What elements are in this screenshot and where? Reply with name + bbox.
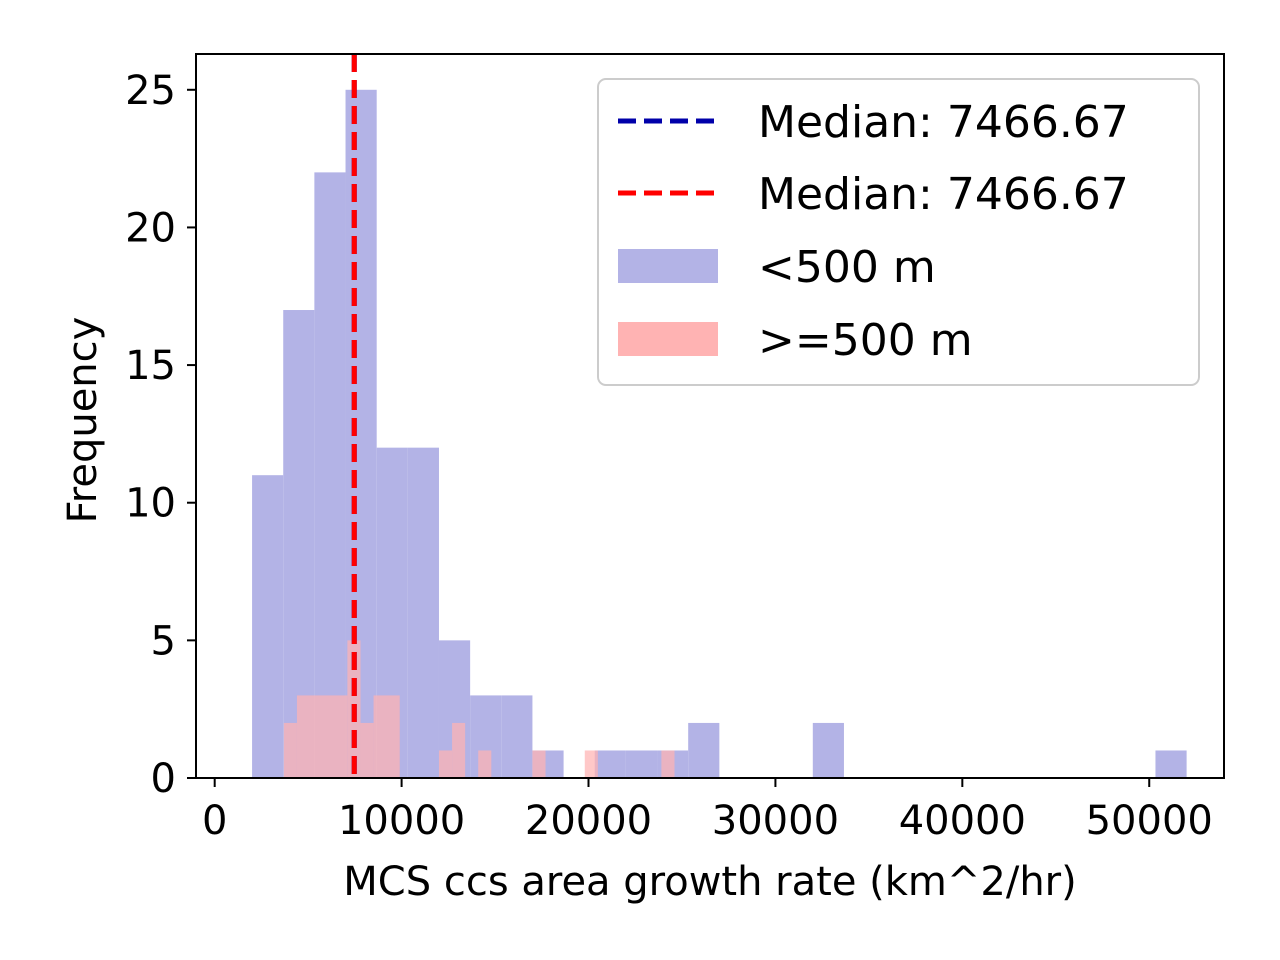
- legend-swatch-3: [618, 322, 718, 356]
- bar-below-500m-5: [407, 447, 439, 778]
- x-tick-label-4: 40000: [899, 798, 1026, 844]
- x-tick-label-2: 20000: [525, 798, 652, 844]
- y-tick-label-2: 10: [125, 481, 176, 527]
- x-axis-label: MCS ccs area growth rate (km^2/hr): [343, 859, 1076, 905]
- bar-above-500m-4: [373, 695, 400, 778]
- y-tick-label-5: 25: [125, 68, 176, 114]
- bar-below-500m-2: [314, 172, 346, 778]
- legend-swatch-2: [618, 249, 718, 283]
- bar-above-500m-1: [296, 695, 348, 778]
- legend: Median: 7466.67 Median: 7466.67 <500 m >=50…: [597, 78, 1200, 386]
- bar-below-500m-0: [252, 475, 284, 778]
- y-tick-label-1: 5: [151, 618, 176, 664]
- y-tick-label-3: 15: [125, 343, 176, 389]
- bar-above-500m-5: [438, 750, 453, 778]
- bar-below-500m-10: [594, 750, 626, 778]
- bar-above-500m-6: [452, 722, 466, 778]
- legend-label-1: Median: 7466.67: [758, 169, 1129, 220]
- plot-frame: [195, 53, 1225, 779]
- bar-above-500m-9: [584, 750, 598, 778]
- bar-below-500m-14: [812, 722, 844, 778]
- legend-box: [597, 78, 1200, 386]
- legend-label-2: <500 m: [758, 242, 936, 293]
- y-tick-label-4: 20: [125, 205, 176, 251]
- y-axis-ticks: 0 5 10 15 20 25: [125, 68, 196, 802]
- x-tick-label-1: 10000: [338, 798, 465, 844]
- legend-label-0: Median: 7466.67: [758, 97, 1129, 148]
- bar-above-500m-8: [532, 750, 546, 778]
- x-axis-ticks: 0 10000 20000 30000 40000 50000: [202, 778, 1213, 844]
- x-tick-label-5: 50000: [1086, 798, 1213, 844]
- bar-below-500m-15: [1155, 750, 1187, 778]
- x-tick-label-0: 0: [202, 798, 227, 844]
- bar-below-500m-8: [501, 695, 533, 778]
- bar-below-500m-11: [625, 750, 658, 778]
- bar-above-500m-0: [283, 722, 297, 778]
- legend-label-3: >=500 m: [758, 315, 973, 366]
- bar-above-500m-10: [661, 750, 675, 778]
- bar-above-500m-3: [360, 722, 374, 778]
- bars-layer: [252, 89, 1187, 779]
- bar-below-500m-13: [688, 722, 720, 778]
- y-tick-label-0: 0: [151, 756, 176, 802]
- x-tick-label-3: 30000: [712, 798, 839, 844]
- bar-above-500m-7: [478, 750, 492, 778]
- y-axis-label: Frequency: [60, 317, 106, 524]
